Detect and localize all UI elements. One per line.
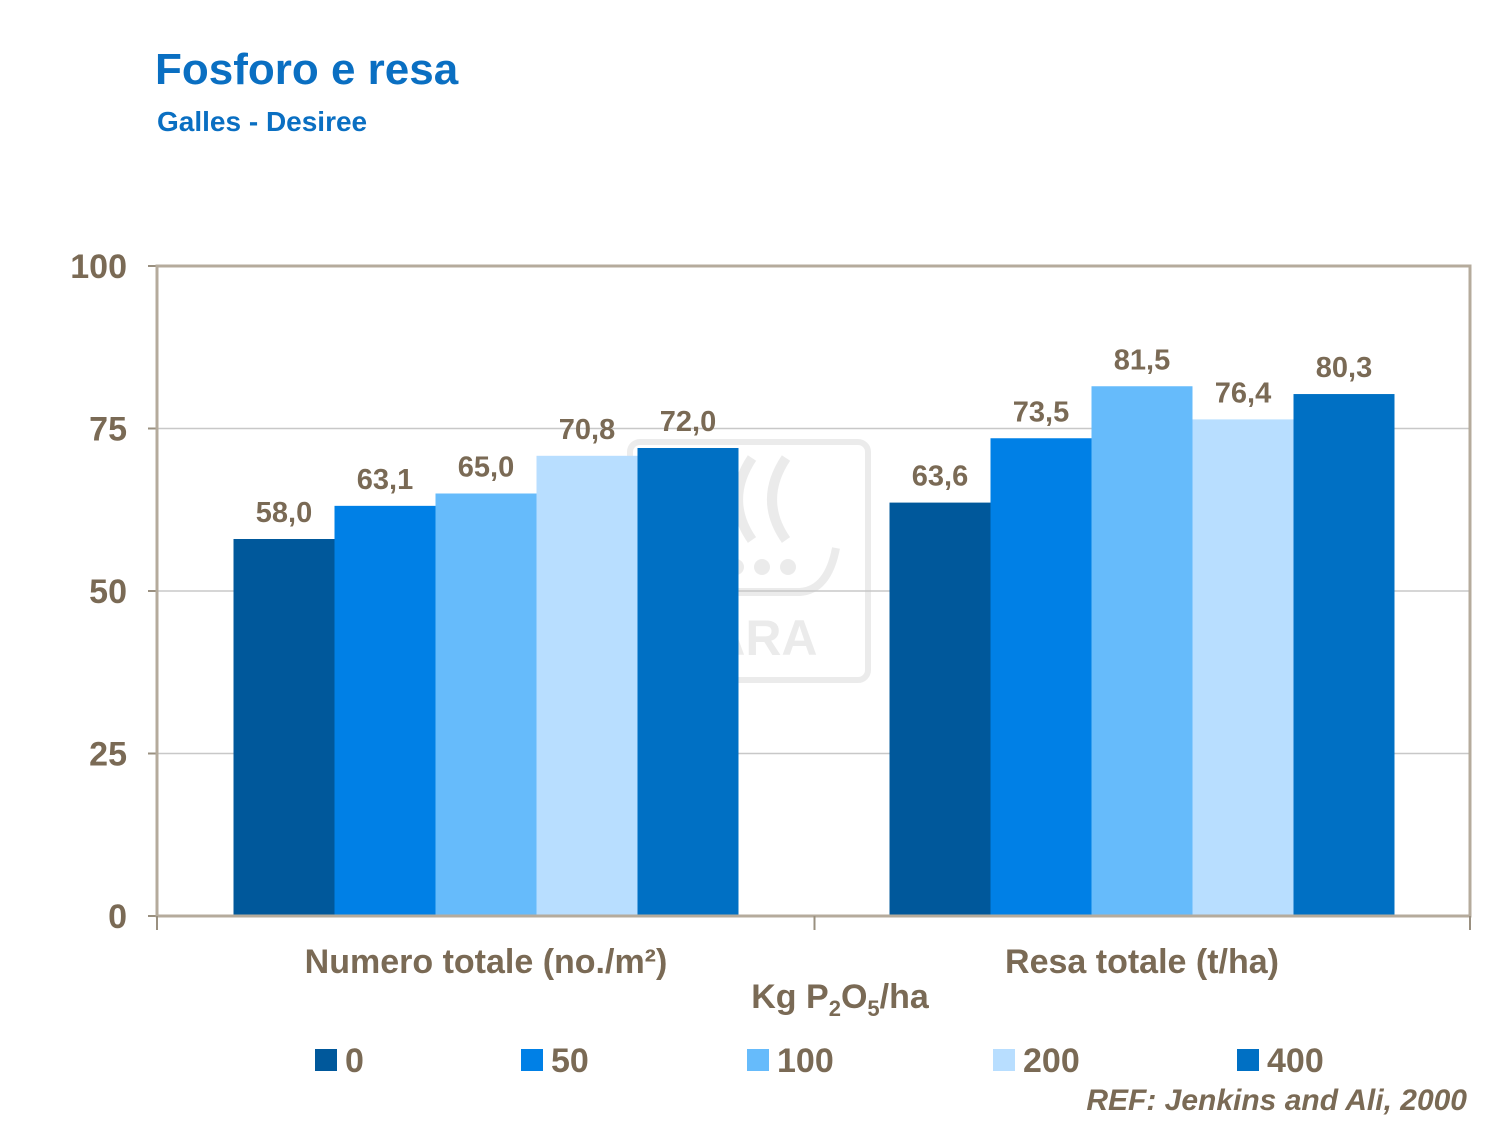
reference-note: REF: Jenkins and Ali, 2000	[1086, 1084, 1467, 1117]
y-tick-label: 100	[70, 248, 127, 286]
bar	[233, 539, 335, 916]
legend-swatch	[747, 1049, 769, 1071]
legend-label: 50	[551, 1042, 589, 1080]
y-tick-label: 0	[108, 898, 127, 936]
y-tick-label: 75	[89, 411, 127, 449]
legend-label: 100	[777, 1042, 834, 1080]
bar	[536, 455, 638, 916]
data-label: 73,5	[1013, 396, 1069, 428]
data-label: 58,0	[256, 497, 312, 529]
data-label: 63,1	[357, 464, 413, 496]
data-label: 76,4	[1215, 377, 1271, 409]
data-label: 80,3	[1316, 352, 1372, 384]
legend-label: 400	[1267, 1042, 1324, 1080]
bar	[1192, 419, 1294, 916]
legend-label: 200	[1023, 1042, 1080, 1080]
legend-swatch	[1237, 1049, 1259, 1071]
bar	[889, 502, 991, 916]
chart-subtitle: Galles - Desiree	[157, 106, 368, 137]
legend-swatch	[521, 1049, 543, 1071]
chart-title: Fosforo e resa	[155, 45, 459, 94]
x-axis-title: Kg P2O5/ha	[751, 978, 930, 1021]
data-label: 65,0	[458, 452, 514, 484]
bar	[334, 505, 436, 916]
x-category-label: Resa totale (t/ha)	[1005, 943, 1279, 981]
legend-swatch	[315, 1049, 337, 1071]
bar	[990, 438, 1092, 916]
bar	[435, 493, 537, 916]
y-tick-label: 50	[89, 573, 127, 611]
legend-label: 0	[345, 1042, 364, 1080]
legend-swatch	[993, 1049, 1015, 1071]
data-label: 81,5	[1114, 344, 1170, 376]
x-category-label: Numero totale (no./m²)	[305, 943, 668, 981]
bar	[637, 448, 739, 916]
bar	[1091, 386, 1193, 916]
y-tick-label: 25	[89, 736, 127, 774]
data-label: 72,0	[660, 406, 716, 438]
data-label: 63,6	[912, 461, 968, 493]
bar	[1293, 394, 1395, 916]
data-label: 70,8	[559, 414, 615, 446]
